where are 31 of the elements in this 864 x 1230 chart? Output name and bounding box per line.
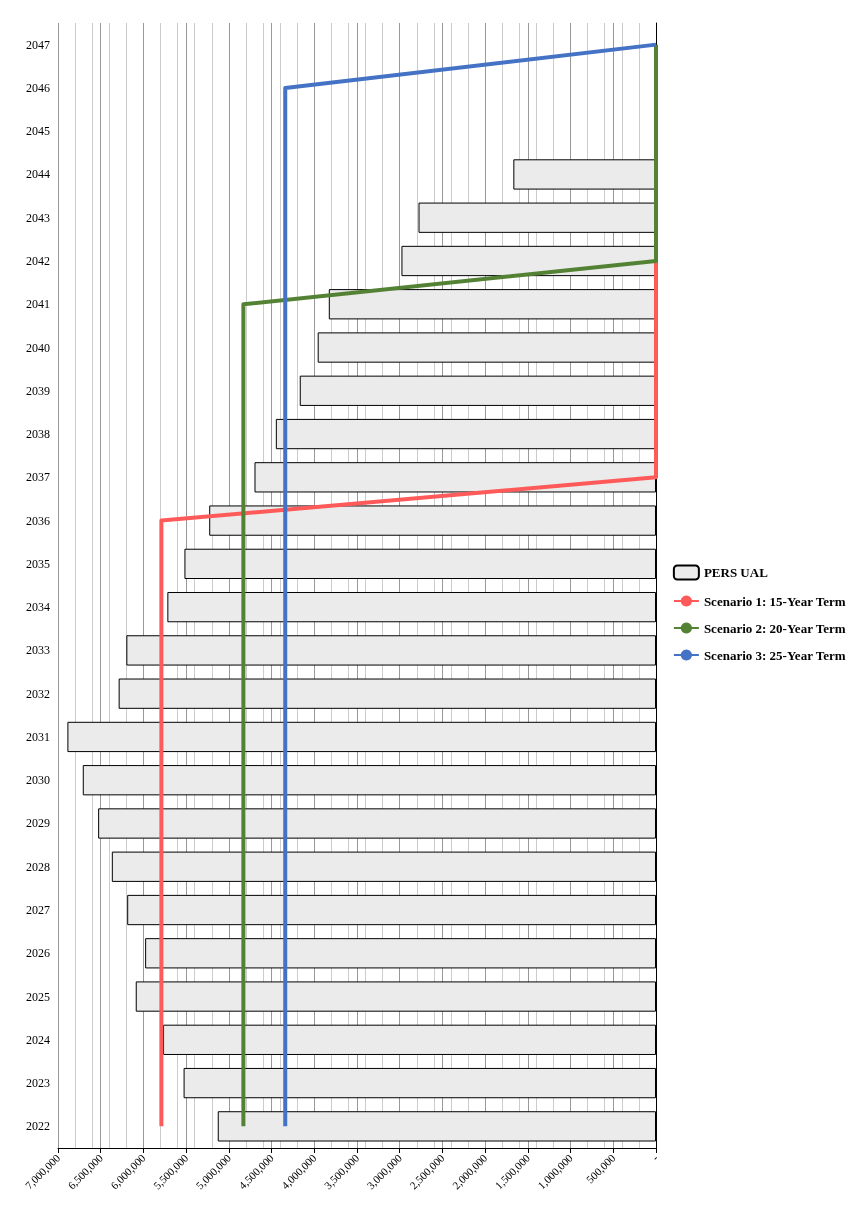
y-tick-label: 2044 [26,167,50,182]
y-tick-label: 2026 [26,946,50,961]
legend-label: PERS UAL [703,565,769,580]
legend-label: Scenario 1: 15-Year Term [703,593,846,609]
y-tick-label: 2043 [26,210,50,225]
y-tick-label: 2039 [26,383,50,398]
y-tick-label: 2029 [26,816,50,831]
y-tick-label: 2027 [26,903,50,918]
y-tick-label: 2031 [26,729,50,744]
y-tick-label: 2025 [26,989,50,1004]
y-tick-label: 2036 [26,513,50,528]
y-tick-label: 2042 [26,253,50,268]
y-tick-label: 2035 [26,556,50,571]
y-tick-label: 2022 [26,1119,50,1134]
y-tick-label: 2037 [26,470,50,485]
y-tick-label: 2032 [26,686,50,701]
legend-label: Scenario 3: 25-Year Term [703,647,846,663]
y-tick-label: 2041 [26,297,50,312]
x-tick-label: - [649,1151,661,1163]
y-tick-label: 2023 [26,1076,50,1091]
y-tick-label: 2034 [26,600,50,615]
legend-label: Scenario 2: 20-Year Term [703,620,846,636]
y-tick-label: 2028 [26,859,50,874]
y-tick-label: 2038 [26,427,50,442]
y-tick-label: 2024 [26,1032,50,1047]
y-tick-label: 2030 [26,773,50,788]
y-tick-label: 2033 [26,643,50,658]
y-tick-label: 2046 [26,80,50,95]
y-tick-label: 2047 [26,37,50,52]
y-tick-label: 2040 [26,340,50,355]
y-tick-label: 2045 [26,124,50,139]
